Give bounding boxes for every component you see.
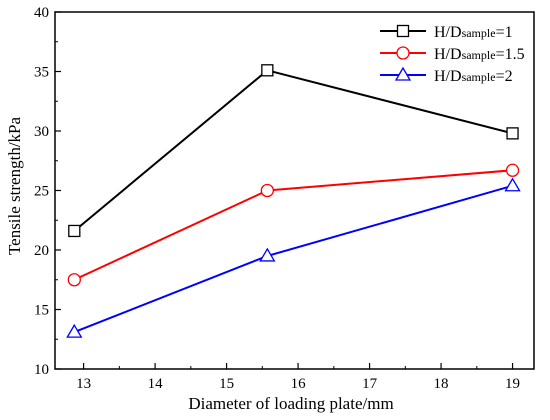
data-point	[260, 183, 274, 198]
legend-item: H/Dsample=1	[380, 24, 513, 41]
data-point	[259, 247, 276, 262]
x-tick-label: 15	[219, 376, 234, 392]
x-tick-label: 18	[434, 376, 449, 392]
legend-label: H/Dsample=1.5	[434, 46, 525, 63]
legend-item: H/Dsample=2	[380, 66, 513, 85]
data-point	[506, 127, 519, 140]
legend-item: H/Dsample=1.5	[380, 46, 525, 63]
y-tick-label: 15	[34, 303, 49, 319]
legend-label: H/Dsample=2	[434, 68, 513, 85]
legend: H/Dsample=1 H/Dsample=1.5 H/Dsample=2	[380, 24, 525, 85]
data-point	[261, 64, 274, 77]
x-tick-label: 13	[76, 376, 91, 392]
y-tick-label: 25	[34, 184, 49, 200]
y-tick-label: 30	[34, 124, 49, 140]
series-line	[73, 69, 513, 232]
y-axis-ticks: 10 15 20 25 30 35 40	[34, 5, 61, 378]
data-point	[67, 273, 81, 287]
data-point	[66, 323, 83, 338]
y-tick-label: 10	[34, 362, 49, 378]
data-point	[505, 163, 520, 177]
series-3	[66, 177, 521, 338]
x-tick-label: 14	[148, 376, 164, 392]
y-tick-label: 35	[34, 65, 49, 81]
legend-marker	[394, 66, 412, 81]
series-line	[73, 184, 513, 334]
series-2	[67, 163, 520, 287]
x-axis-ticks: 13 14 15 16 17 18 19	[76, 363, 520, 392]
plot-frame	[54, 11, 535, 370]
y-tick-label: 40	[34, 5, 49, 21]
series-line	[73, 169, 513, 281]
y-tick-label: 20	[34, 243, 49, 259]
x-tick-label: 16	[291, 376, 307, 392]
legend-marker	[396, 24, 410, 38]
series-layer	[66, 64, 521, 338]
y-axis-label: Tensile strength/kPa	[5, 117, 24, 256]
plot-area-border	[54, 11, 535, 370]
legend-label: H/Dsample=1	[434, 24, 513, 41]
data-point	[68, 224, 81, 238]
x-axis-label: Diameter of loading plate/mm	[188, 394, 393, 413]
x-tick-label: 17	[362, 376, 378, 392]
x-tick-label: 19	[505, 376, 520, 392]
legend-marker	[396, 46, 410, 60]
data-point	[504, 177, 521, 192]
series-1	[68, 64, 519, 238]
